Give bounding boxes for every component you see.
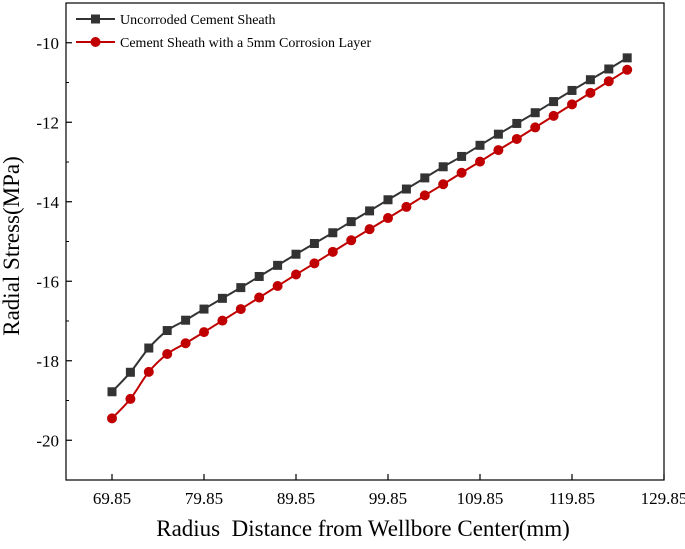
data-point [456,167,467,178]
legend-label: Uncorroded Cement Sheath [120,13,276,28]
data-point [493,145,504,156]
series-line [111,68,628,420]
data-point [457,151,467,161]
legend-entry-1: Uncorroded Cement Sheath [76,13,276,28]
data-point [254,271,264,281]
data-point [401,184,411,194]
y-axis-title: Radial Stress(MPa) [0,156,24,336]
y-tick-label: -10 [36,34,59,53]
data-point [217,293,227,303]
data-point [125,367,135,377]
data-point [530,108,540,118]
legend-marker [91,14,100,24]
legend: Uncorroded Cement Sheath Cement Sheath wi… [76,13,372,51]
data-point [548,110,559,121]
data-point [603,76,614,87]
series-layer [107,53,633,424]
data-point [438,162,448,172]
data-point [475,156,485,167]
data-point [585,75,595,85]
data-point [162,348,173,359]
x-tick-label: 99.85 [369,489,407,508]
data-point [401,201,412,212]
data-point [622,64,633,75]
data-point [365,206,375,216]
x-tick-label: 129.85 [641,489,685,508]
data-point [107,413,117,424]
data-point [162,326,172,336]
y-tick-label: -16 [36,272,59,291]
data-point [383,195,393,205]
data-point [273,260,283,270]
data-point [180,338,191,349]
data-point [346,235,357,246]
x-tick-label: 119.85 [549,489,595,508]
data-point [438,179,449,190]
x-tick-label: 89.85 [277,489,315,508]
x-tick-label: 79.85 [185,489,223,508]
series-1 [107,53,632,397]
data-point [143,366,154,377]
legend-entry-2: Cement Sheath with a 5mm Corrosion Layer [76,36,372,51]
data-point [254,292,265,303]
data-point [291,249,301,259]
data-point [328,228,338,238]
data-point [309,238,319,248]
series-2 [107,64,633,424]
data-point [567,99,577,110]
data-point [493,129,503,139]
data-point [181,315,191,325]
legend-marker [90,37,101,47]
x-axis-title: Radius Distance from Wellbore Center(mm) [156,516,570,541]
data-point [125,393,136,404]
data-point [364,224,375,235]
x-tick-label: 109.85 [457,489,504,508]
y-tick-label: -12 [36,113,59,132]
y-tick-label: -18 [36,352,59,371]
data-point [530,122,541,133]
data-point [511,133,522,144]
data-point [309,258,320,269]
data-point [199,304,209,314]
data-point [383,213,393,224]
x-axis: 69.85 79.85 89.85 99.85 109.85 119.85 129.85 [93,474,685,508]
plot-frame [65,2,665,481]
data-point [217,315,228,326]
data-point [327,246,338,257]
y-tick-label: -20 [36,431,59,450]
data-point [346,217,356,227]
data-point [235,304,246,315]
data-point [549,97,559,107]
y-axis: -20 -18 -16 -14 -12 -10 [36,2,72,481]
data-point [604,64,614,74]
data-point [199,327,209,338]
data-point [107,387,117,397]
data-point [475,140,485,150]
x-tick-label: 69.85 [93,489,131,508]
legend-label: Cement Sheath with a 5mm Corrosion Layer [120,36,372,51]
data-point [585,87,596,98]
data-point [567,85,577,95]
data-point [144,343,154,353]
data-point [272,281,283,292]
y-tick-label: -14 [36,193,59,212]
data-point [236,283,246,293]
data-point [291,269,301,280]
data-point [512,118,522,128]
data-point [420,173,430,183]
data-point [622,53,632,63]
data-point [419,190,430,201]
